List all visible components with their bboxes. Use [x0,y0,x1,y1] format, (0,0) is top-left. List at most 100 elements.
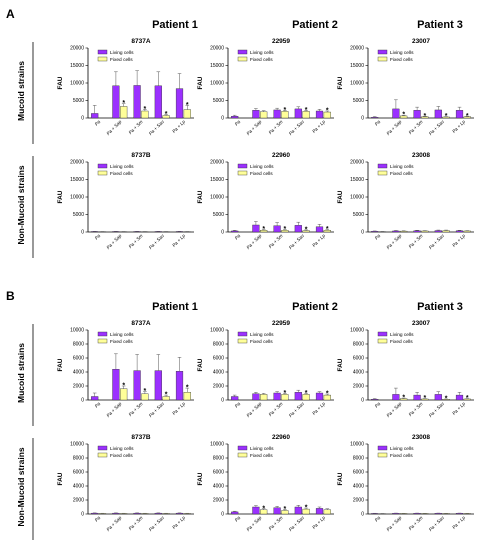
bar-living [175,231,184,233]
y-tick-label: 10000 [70,81,84,87]
bar-fixed [120,513,128,515]
bar-living [455,513,464,515]
y-tick-label: 2000 [213,498,224,504]
bar-living [273,109,281,119]
legend-swatch-living [377,163,388,169]
category-label: Pa + Sap [246,233,263,250]
bar-fixed [323,509,331,515]
category-label: Pa [374,515,382,523]
legend-label-fixed: Fixed cells [250,57,273,63]
bar-fixed [120,388,128,401]
category-label: Pa + Sau [428,401,445,418]
category-label: Pa [234,401,242,409]
significance-star: * [445,113,448,120]
category-label: Pa + Lp [311,233,326,248]
y-tick-label: 15000 [350,177,364,183]
y-tick-label: 8000 [213,456,224,462]
legend-label-fixed: Fixed cells [110,171,133,177]
y-tick-label: 2000 [73,384,84,390]
y-tick-label: 0 [361,398,364,404]
category-label: Pa + Lp [451,119,466,134]
bar-fixed [442,230,450,233]
bar-fixed [120,106,128,119]
category-label: Pa + Sap [246,515,263,532]
significance-star: * [262,226,265,233]
category-label: Pa + Sau [148,515,165,532]
patient-header: Patient 1 [152,19,198,31]
y-tick-label: 5000 [353,212,364,218]
y-tick-label: 4000 [353,370,364,376]
panel-23008: 23008 FAU 0 5000 10000 15000 20000 Pa Pa + Sap Pa… [337,152,474,250]
bar-living [434,394,442,401]
bar-living [315,110,324,119]
significance-star: * [305,226,308,233]
category-label: Pa + Sau [428,233,445,250]
panel-title: 22960 [272,434,290,441]
y-tick-label: 6000 [353,470,364,476]
y-axis-label: FAU [337,358,344,371]
category-label: Pa + Sap [386,233,403,250]
legend-label-living: Living cells [250,332,274,338]
y-axis-label: FAU [197,76,204,89]
category-label: Pa + Sap [106,119,123,136]
figure-root: A Patient 1 Patient 2 Patient 3 B Patient 1 Pa… [6,7,474,540]
y-tick-label: 20000 [70,46,84,52]
legend-label-living: Living cells [110,332,134,338]
y-tick-label: 0 [221,116,224,122]
category-label: Pa [94,515,102,523]
category-label: Pa + Sap [106,401,123,418]
legend-label-fixed: Fixed cells [390,339,413,345]
y-tick-label: 4000 [213,370,224,376]
panel-title: 8737B [131,152,150,159]
panel-title: 22959 [272,320,290,327]
y-tick-label: 0 [81,512,84,518]
y-tick-label: 0 [221,230,224,236]
y-tick-label: 0 [81,398,84,404]
category-label: Pa [94,119,102,127]
y-tick-label: 10000 [210,81,224,87]
y-tick-label: 0 [361,116,364,122]
bar-fixed [400,230,408,233]
category-label: Pa + Sau [288,515,305,532]
legend-label-fixed: Fixed cells [390,453,413,459]
legend-swatch-fixed [237,452,248,458]
bar-living [175,88,184,119]
y-axis-label: FAU [57,76,64,89]
significance-star: * [122,383,125,390]
y-tick-label: 4000 [353,484,364,490]
significance-star: * [122,100,125,107]
y-tick-label: 5000 [73,98,84,104]
y-tick-label: 10000 [350,195,364,201]
legend-label-living: Living cells [390,164,414,170]
patient-header: Patient 2 [292,19,338,31]
row-label: Non-Mucoid strains [16,165,26,245]
significance-star: * [144,388,147,395]
panel-title: 23007 [412,38,430,45]
bar-living [455,394,464,401]
panel-title: 8737B [131,434,150,441]
y-tick-label: 15000 [210,177,224,183]
bar-living [252,393,260,401]
category-label: Pa + Sau [148,401,165,418]
panel-title: 22960 [272,152,290,159]
bar-living [392,230,400,233]
legend-swatch-living [237,49,248,55]
bar-living [315,226,324,233]
category-label: Pa [94,401,102,409]
y-axis-label: FAU [197,358,204,371]
legend-label-living: Living cells [250,446,274,452]
category-label: Pa + Lp [311,119,326,134]
y-tick-label: 8000 [73,456,84,462]
bar-living [133,231,141,233]
y-tick-label: 2000 [73,498,84,504]
legend-label-fixed: Fixed cells [390,57,413,63]
legend-swatch-fixed [97,452,108,458]
bar-living [315,392,324,401]
y-tick-label: 8000 [213,342,224,348]
panel-title: 23008 [412,152,430,159]
patient-header: Patient 3 [417,19,463,31]
legend-swatch-fixed [237,170,248,176]
